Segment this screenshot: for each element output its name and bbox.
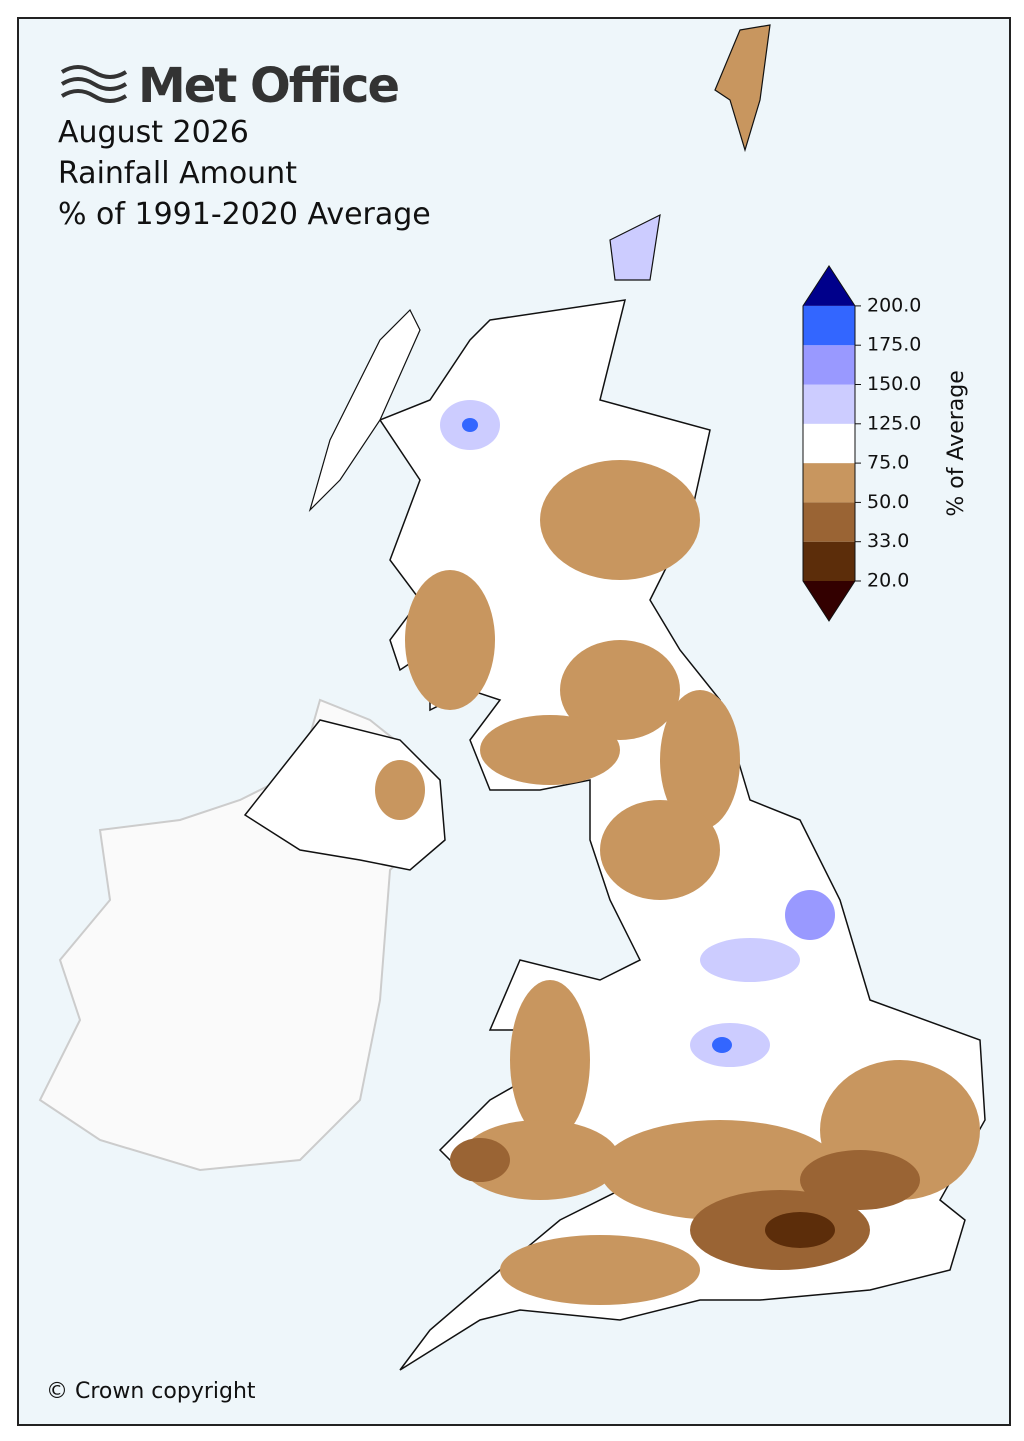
colorbar-band — [803, 305, 855, 346]
colorbar-band — [803, 345, 855, 385]
colorbar-tick-label: 175.0 — [867, 334, 921, 356]
rain-patch — [700, 938, 800, 982]
colorbar-tick-label: 200.0 — [867, 294, 921, 316]
rain-patch — [462, 418, 478, 432]
rain-patch — [405, 570, 495, 710]
rain-patch — [510, 980, 590, 1140]
colorbar-band — [803, 463, 855, 503]
rain-patch — [375, 760, 425, 820]
rainfall-patches — [375, 400, 980, 1305]
logo-text: Met Office — [138, 58, 398, 114]
shetland — [714, 24, 771, 153]
rain-patch — [500, 1235, 700, 1305]
colorbar-band — [803, 384, 855, 424]
northern-ireland — [243, 719, 446, 871]
title-line: % of 1991-2020 Average — [58, 197, 431, 232]
colorbar-tick-label: 50.0 — [867, 491, 909, 513]
colorbar-band — [803, 423, 855, 464]
rain-patch — [712, 1037, 732, 1053]
colorbar-tick-label: 150.0 — [867, 373, 921, 395]
rain-patch — [460, 1120, 620, 1200]
rain-patch — [660, 690, 740, 830]
title-line: August 2026 — [58, 115, 249, 150]
colorbar-tick-label: 20.0 — [867, 570, 909, 592]
colorbar: 20.0 33.0 50.0 75.0 125.0 150.0 175.0 200.0 % of… — [802, 264, 969, 622]
colorbar-tick-label: 75.0 — [867, 452, 909, 474]
colorbar-under — [803, 581, 855, 621]
colorbar-over — [803, 265, 855, 306]
rain-patch — [600, 800, 720, 900]
logo-waves — [60, 65, 128, 103]
rain-patch — [540, 460, 700, 580]
colorbar-label: % of Average — [944, 370, 969, 516]
outer-hebrides — [308, 308, 421, 513]
title-line: Rainfall Amount — [58, 156, 297, 191]
colorbar-band — [803, 541, 855, 581]
rain-patch — [785, 890, 835, 940]
colorbar-tick-label: 125.0 — [867, 412, 921, 434]
colorbar-band — [803, 502, 855, 542]
orkney — [609, 213, 661, 281]
rain-patch — [800, 1150, 920, 1210]
rain-patch — [560, 640, 680, 740]
rain-patch — [450, 1138, 510, 1182]
copyright: © Crown copyright — [46, 1379, 256, 1404]
rain-patch — [480, 715, 620, 785]
rain-patch — [765, 1212, 835, 1248]
colorbar-tick-label: 33.0 — [867, 530, 909, 552]
